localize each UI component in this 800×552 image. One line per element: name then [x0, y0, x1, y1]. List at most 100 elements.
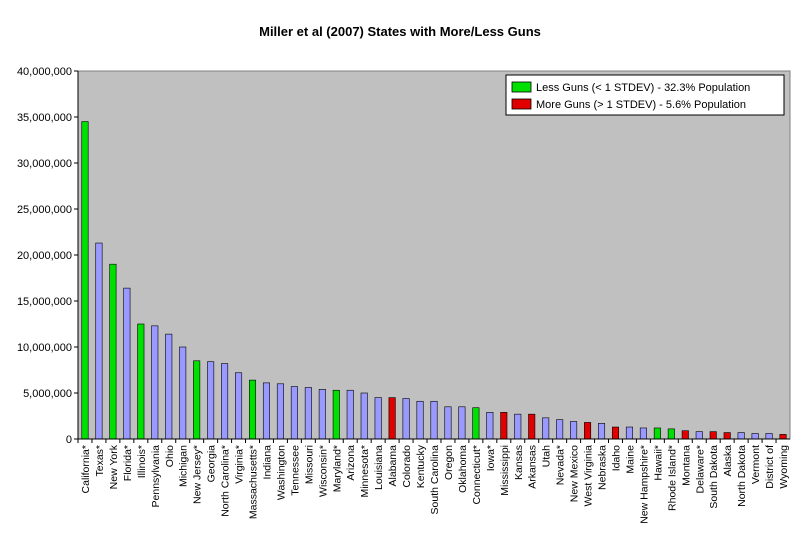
- bar-alaska: [723, 432, 731, 440]
- x-tick-label: Tennessee: [289, 445, 301, 496]
- x-tick-label: Colorado: [401, 445, 413, 488]
- bar-california: [81, 121, 89, 440]
- bar-north-dakota: [737, 432, 745, 440]
- x-tick-label: Michigan: [178, 445, 190, 487]
- bar-michigan: [179, 346, 187, 440]
- bar-idaho: [611, 426, 620, 440]
- x-tick-label: Idaho: [610, 445, 622, 471]
- x-tick-label: Ohio: [164, 445, 176, 467]
- y-tick-label: 30,000,000: [17, 158, 72, 170]
- bar-oklahoma: [458, 406, 466, 440]
- x-tick-label: Hawaii*: [652, 445, 664, 481]
- x-tick-label: Montana: [680, 445, 692, 486]
- x-tick-label: New Hampshire*: [638, 445, 650, 524]
- x-tick-label: Kentucky: [415, 444, 427, 488]
- bar-north-carolina: [221, 363, 229, 440]
- bar-louisiana: [374, 397, 382, 440]
- bar-arizona: [346, 389, 354, 440]
- legend-swatch-more: [511, 98, 532, 110]
- bar-new-jersey: [193, 360, 201, 440]
- bar-kentucky: [416, 400, 424, 440]
- x-tick-label: Rhode Island*: [666, 445, 678, 511]
- y-tick-label: 5,000,000: [23, 388, 72, 400]
- x-tick-label: Vermont: [750, 445, 762, 484]
- x-tick-label: West Virginia: [583, 445, 595, 507]
- legend-label-less: Less Guns (< 1 STDEV) - 32.3% Population: [536, 82, 750, 94]
- x-tick-label: North Carolina*: [220, 445, 232, 517]
- x-tick-label: Wisconsin*: [317, 445, 329, 497]
- bar-nevada: [556, 419, 564, 440]
- bar-hawaii: [653, 427, 661, 440]
- bar-mississippi: [500, 412, 508, 440]
- bar-kansas: [514, 413, 522, 440]
- bar-pennsylvania: [151, 325, 159, 440]
- bar-illinois: [137, 323, 145, 440]
- y-axis: 0 5,000,000 10,000,000 15,000,000 20,000,000…: [17, 66, 790, 446]
- x-tick-label: Maryland*: [331, 445, 343, 492]
- bar-tennessee: [290, 386, 298, 440]
- x-tick-label: Oklahoma: [457, 445, 469, 493]
- x-tick-label: California*: [80, 445, 92, 493]
- x-tick-label: Alaska: [722, 445, 734, 477]
- x-tick-label: Alabama: [387, 445, 399, 487]
- y-tick-label: 0: [66, 434, 72, 446]
- bar-utah: [542, 417, 550, 440]
- x-tick-label: Georgia: [206, 445, 218, 483]
- x-tick-label: Florida*: [122, 445, 134, 481]
- y-tick-label: 25,000,000: [17, 204, 72, 216]
- bar-georgia: [207, 361, 215, 440]
- bar-missouri: [304, 387, 312, 440]
- x-tick-label: Iowa*: [485, 445, 497, 471]
- bar-maryland: [332, 389, 340, 440]
- x-tick-label: District of: [764, 445, 776, 489]
- x-tick-label: Indiana: [261, 445, 273, 480]
- bar-new-hampshire: [639, 427, 647, 440]
- bar-district-of: [765, 433, 773, 440]
- x-axis-labels: California* Texas* New York Florida* Illinoi…: [77, 439, 790, 524]
- legend-box: [505, 74, 785, 116]
- x-tick-label: Louisiana: [373, 445, 385, 490]
- bar-delaware: [695, 431, 703, 440]
- bar-south-carolina: [430, 400, 438, 440]
- bar-florida: [123, 287, 131, 440]
- bar-oregon: [444, 406, 452, 440]
- x-tick-label: Nevada*: [555, 445, 567, 485]
- x-tick-label: South Carolina: [429, 445, 441, 515]
- x-tick-label: Illinois*: [136, 445, 148, 478]
- chart-title: Miller et al (2007) States with More/Les…: [259, 24, 541, 39]
- bar-nebraska: [598, 423, 606, 440]
- x-tick-label: Utah: [541, 445, 553, 467]
- x-tick-label: Texas*: [94, 445, 106, 477]
- x-tick-label: North Dakota: [736, 445, 748, 507]
- x-tick-label: South Dakota: [708, 445, 720, 509]
- x-tick-label: Oregon: [443, 445, 455, 480]
- x-tick-label: Arizona: [345, 445, 357, 481]
- y-tick-label: 20,000,000: [17, 250, 72, 262]
- bar-vermont: [751, 433, 759, 440]
- bar-maine: [625, 426, 633, 440]
- y-tick-label: 40,000,000: [17, 66, 72, 78]
- bar-colorado: [402, 398, 410, 440]
- legend-label-more: More Guns (> 1 STDEV) - 5.6% Population: [536, 99, 746, 111]
- bar-virginia: [235, 372, 243, 440]
- bar-connecticut: [472, 407, 480, 440]
- x-tick-label: Connecticut*: [471, 445, 483, 505]
- y-tick-label: 10,000,000: [17, 342, 72, 354]
- x-tick-label: Missouri: [303, 445, 315, 484]
- x-tick-label: New York: [108, 444, 120, 489]
- bar-new-mexico: [570, 421, 578, 440]
- x-tick-label: Maine: [624, 445, 636, 474]
- x-tick-label: New Jersey*: [192, 445, 204, 504]
- bar-texas: [95, 242, 103, 440]
- x-tick-label: Virginia*: [234, 445, 246, 484]
- bar-new-york: [109, 263, 117, 440]
- bar-washington: [276, 383, 284, 440]
- x-tick-label: Washington: [275, 445, 287, 500]
- bar-west-virginia: [584, 422, 592, 440]
- x-tick-label: Kansas: [513, 445, 525, 480]
- bar-south-dakota: [709, 431, 717, 440]
- bar-alabama: [388, 397, 396, 440]
- x-tick-label: Delaware*: [694, 445, 706, 493]
